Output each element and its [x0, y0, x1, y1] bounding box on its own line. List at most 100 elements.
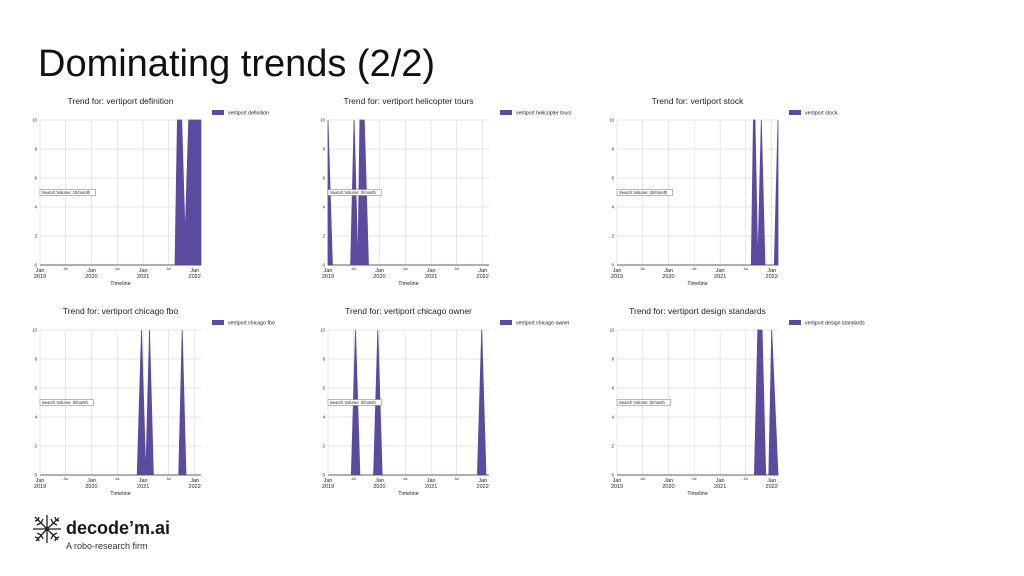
x-tick-label: Jan — [36, 268, 45, 274]
chart-legend: vertiport stock — [789, 110, 838, 117]
x-tick-year-label: 2019 — [611, 274, 623, 280]
chart-legend: vertiport chicago owner — [500, 320, 570, 327]
x-tick-year-label: 2020 — [373, 484, 385, 490]
x-tick-label: Jan — [139, 268, 148, 274]
x-tick-year-label: 2022 — [189, 274, 201, 280]
x-tick-label: Jul — [454, 267, 459, 271]
fractal-logo-icon — [33, 515, 61, 543]
x-tick-label: Jan — [87, 268, 96, 274]
chart-svg: Trend for: vertiport definition 0 2 4 6 8 10 Ja… — [32, 96, 269, 287]
x-tick-label: Jul — [743, 267, 748, 271]
x-tick-label: Jan — [767, 478, 776, 484]
y-tick-label: 0 — [35, 473, 38, 478]
y-tick-label: 0 — [323, 263, 326, 268]
x-tick-label: Jan — [664, 268, 673, 274]
legend-swatch — [500, 320, 512, 325]
y-tick-label: 10 — [320, 118, 325, 123]
y-tick-label: 0 — [323, 473, 326, 478]
x-tick-label: Jan — [478, 478, 487, 484]
x-tick-year-label: 2022 — [189, 484, 201, 490]
x-tick-label: Jan — [36, 478, 45, 484]
y-tick-label: 0 — [612, 263, 615, 268]
x-tick-year-label: 2020 — [373, 274, 385, 280]
x-tick-label: Jan — [767, 268, 776, 274]
y-tick-label: 4 — [612, 415, 615, 420]
x-tick-label: Jul — [454, 477, 459, 481]
x-tick-label: Jan — [716, 268, 725, 274]
chart-legend: vertiport chicago fbo — [212, 320, 275, 327]
y-tick-label: 0 — [35, 263, 38, 268]
x-tick-year-label: 2021 — [714, 274, 726, 280]
annotation-text: Search Volume: 10/month — [619, 190, 668, 195]
y-tick-label: 10 — [609, 328, 614, 333]
chart-title: Trend for: vertiport helicopter tours — [343, 96, 473, 106]
y-tick-label: 8 — [323, 147, 326, 152]
y-tick-label: 8 — [612, 147, 615, 152]
legend-label: vertiport chicago owner — [516, 321, 570, 327]
annotation-box — [616, 399, 671, 406]
slide-title: Dominating trends (2/2) — [38, 43, 436, 85]
y-tick-label: 6 — [323, 386, 326, 391]
annotation-box — [39, 399, 94, 406]
y-tick-label: 6 — [612, 386, 615, 391]
trend-chart-vertiport-definition: Trend for: vertiport definition 0 2 4 6 8 10 Ja… — [10, 92, 300, 292]
y-tick-label: 6 — [35, 386, 38, 391]
x-tick-year-label: 2020 — [662, 274, 674, 280]
x-tick-year-label: 2022 — [766, 484, 778, 490]
x-tick-label: Jan — [664, 478, 673, 484]
y-tick-label: 6 — [35, 176, 38, 181]
x-tick-year-label: 2021 — [137, 484, 149, 490]
chart-svg: Trend for: vertiport chicago owner 0 2 4 6 8 1… — [320, 306, 570, 497]
x-tick-label: Jul — [63, 477, 68, 481]
x-axis-label: Timeline — [398, 281, 419, 287]
x-tick-label: Jul — [403, 477, 408, 481]
chart-title: Trend for: vertiport stock — [652, 96, 745, 106]
x-tick-label: Jul — [692, 477, 697, 481]
annotation-text: Search Volume: 0/month — [42, 400, 89, 405]
trend-chart-vertiport-stock: Trend for: vertiport stock 0 2 4 6 8 10 Jan 2019… — [587, 92, 877, 292]
legend-swatch — [789, 320, 801, 325]
x-tick-year-label: 2020 — [85, 484, 97, 490]
annotation-text: Search Volume: 0/month — [619, 400, 666, 405]
legend-swatch — [500, 110, 512, 115]
legend-label: vertiport chicago fbo — [228, 321, 275, 327]
x-tick-year-label: 2022 — [477, 484, 489, 490]
annotation-box — [39, 189, 96, 196]
annotation-box — [616, 189, 673, 196]
y-tick-label: 2 — [612, 444, 615, 449]
x-tick-label: Jul — [166, 477, 171, 481]
search-volume-annotation: Search Volume: 0/month — [616, 399, 671, 406]
x-tick-year-label: 2021 — [425, 274, 437, 280]
chart-svg: Trend for: vertiport stock0246810Jan2019… — [609, 96, 838, 287]
x-tick-year-label: 2020 — [662, 484, 674, 490]
x-tick-label: Jan — [478, 268, 487, 274]
annotation-box — [327, 189, 382, 196]
y-tick-label: 4 — [323, 415, 326, 420]
x-axis-label: Timeline — [398, 491, 419, 497]
x-tick-year-label: 2022 — [766, 274, 778, 280]
x-tick-label: Jul — [640, 477, 645, 481]
annotation-text: Search Volume: 0/month — [330, 400, 377, 405]
x-tick-label: Jul — [743, 477, 748, 481]
x-tick-label: Jul — [692, 267, 697, 271]
y-tick-label: 6 — [323, 176, 326, 181]
y-tick-label: 4 — [323, 205, 326, 210]
x-tick-year-label: 2021 — [714, 484, 726, 490]
x-tick-label: Jul — [403, 267, 408, 271]
x-tick-label: Jan — [375, 478, 384, 484]
y-tick-label: 10 — [32, 328, 37, 333]
trend-chart-vertiport-chicago-owner: Trend for: vertiport chicago owner 0 2 4 6 8 1… — [298, 302, 588, 502]
x-axis-label: Timeline — [687, 491, 708, 497]
y-tick-label: 2 — [35, 444, 38, 449]
x-tick-label: Jul — [166, 267, 171, 271]
search-volume-annotation: Search Volume: 10/month — [616, 189, 673, 196]
annotation-text: Search Volume: 10/month — [42, 190, 91, 195]
x-tick-label: Jul — [640, 267, 645, 271]
x-tick-year-label: 2019 — [322, 484, 334, 490]
chart-svg: Trend for: vertiport chicago fbo 0 2 4 6 8 10 J… — [32, 306, 275, 497]
chart-legend: vertiport design standards — [789, 320, 865, 327]
chart-svg: Trend for: vertiport helicopter tours 0 2 4… — [320, 96, 572, 287]
x-axis-label: Timeline — [687, 281, 708, 287]
x-tick-label: Jan — [716, 478, 725, 484]
x-axis-label: Timeline — [110, 281, 131, 287]
